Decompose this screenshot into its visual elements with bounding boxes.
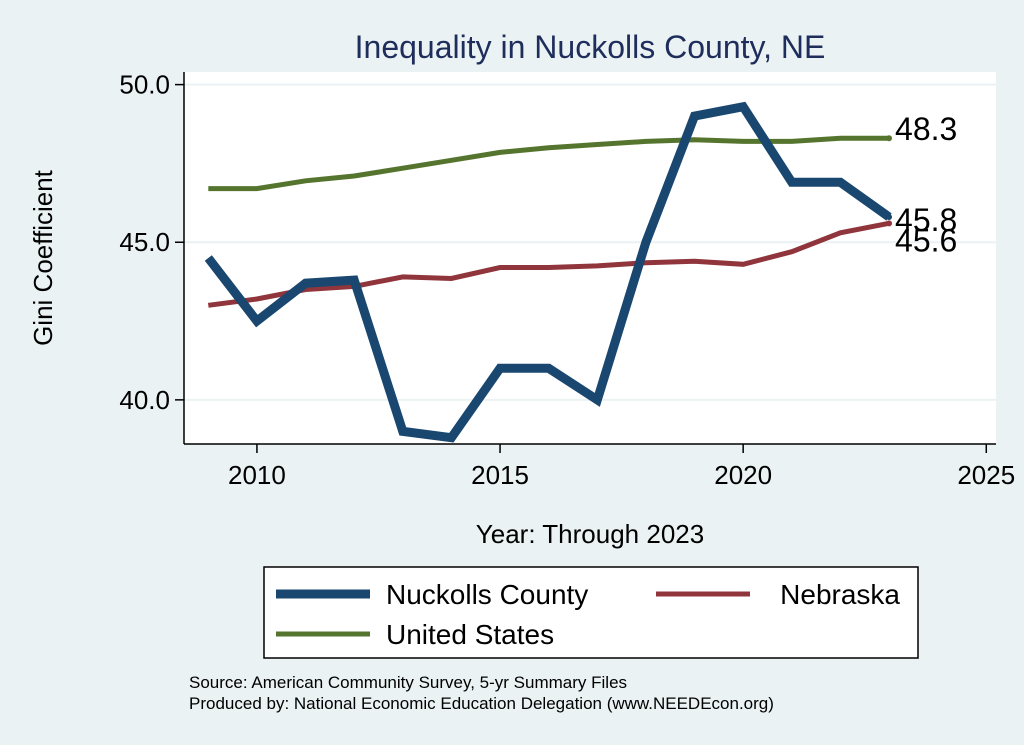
x-tick-label: 2020 bbox=[714, 460, 772, 490]
end-value-label: 45.6 bbox=[895, 222, 957, 258]
axes: 40.0 45.0 50.0 2010 2015 2020 2025 bbox=[119, 70, 1015, 490]
source-note: Source: American Community Survey, 5-yr … bbox=[189, 673, 627, 692]
x-tick-label: 2010 bbox=[228, 460, 286, 490]
x-axis-title: Year: Through 2023 bbox=[476, 519, 704, 549]
x-tick-label: 2025 bbox=[957, 460, 1015, 490]
series-layer bbox=[204, 101, 893, 443]
series-end-point bbox=[886, 220, 893, 227]
producer-note: Produced by: National Economic Education… bbox=[189, 694, 774, 713]
legend-label: Nebraska bbox=[780, 579, 900, 610]
legend: Nuckolls County Nebraska United States bbox=[263, 566, 919, 659]
chart-title: Inequality in Nuckolls County, NE bbox=[355, 29, 826, 65]
end-value-label: 48.3 bbox=[895, 111, 957, 147]
plot-area bbox=[184, 72, 996, 444]
y-tick-label: 50.0 bbox=[119, 70, 170, 100]
series-line-nebraska bbox=[207, 220, 890, 308]
y-tick-label: 40.0 bbox=[119, 385, 170, 415]
series-line-nuckolls-county bbox=[204, 101, 892, 443]
legend-label: Nuckolls County bbox=[386, 579, 588, 610]
series-end-point bbox=[886, 135, 893, 142]
legend-box bbox=[263, 566, 919, 659]
y-tick-label: 45.0 bbox=[119, 227, 170, 257]
series-line-united-states bbox=[208, 135, 889, 192]
series-end-point bbox=[886, 214, 893, 221]
legend-label: United States bbox=[386, 619, 554, 650]
end-value-label: 45.8 bbox=[895, 202, 957, 238]
y-axis-title: Gini Coefficient bbox=[28, 169, 58, 346]
end-labels: 45.845.6 48.3 bbox=[895, 111, 957, 258]
x-tick-label: 2015 bbox=[471, 460, 529, 490]
